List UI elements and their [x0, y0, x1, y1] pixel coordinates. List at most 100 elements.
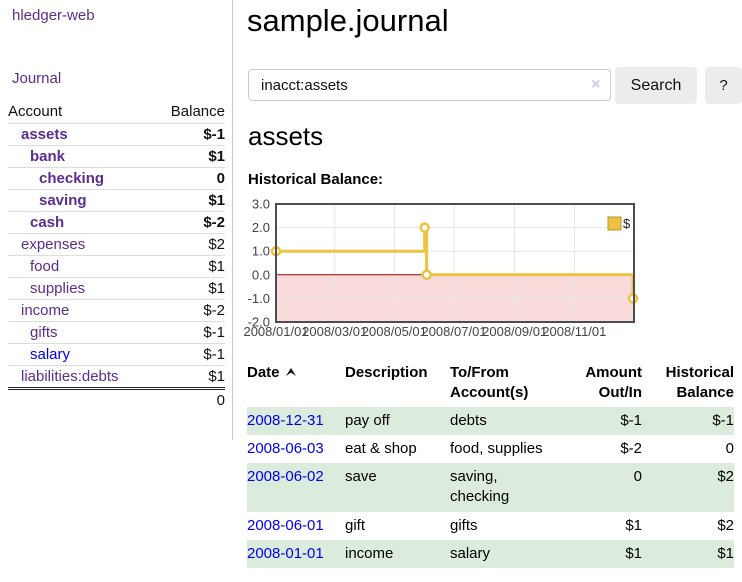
account-link[interactable]: supplies [30, 280, 86, 297]
x-tick-label: 2008/11/01 [542, 324, 606, 339]
register-accounts: saving, checking [450, 468, 510, 506]
register-description: pay off [345, 411, 390, 429]
search-button[interactable]: Search [615, 67, 697, 104]
account-balance: $-1 [153, 321, 225, 344]
help-button[interactable]: ? [705, 67, 742, 104]
register-header-row: Date Description To/From Account(s) Amou… [247, 360, 734, 407]
register-row: 2008-12-31 pay off debts $-1 $-1 [247, 406, 734, 435]
register-row: 2008-06-03 eat & shop food, supplies $-2 0 [247, 435, 734, 463]
sort-asc-icon [285, 368, 296, 376]
register-date-link[interactable]: 2008-06-02 [247, 468, 324, 485]
register-header-date[interactable]: Date [247, 360, 345, 407]
accounts-header-account: Account [8, 100, 154, 124]
register-balance: $2 [717, 468, 734, 485]
register-header-amount-line1: Amount [585, 364, 642, 381]
register-header-accounts-line1: To/From [450, 364, 509, 381]
register-description: income [345, 544, 394, 562]
sidebar: hledger-web Journal Account Balance asse… [0, 0, 233, 440]
account-balance: $-2 [153, 299, 225, 322]
register-balance: $-1 [712, 411, 734, 429]
x-tick-label: 2008/01/01 [244, 324, 309, 339]
register-accounts: gifts [450, 516, 478, 534]
account-link[interactable]: assets [21, 126, 68, 143]
register-description: eat & shop [345, 439, 417, 457]
register-accounts: debts [450, 411, 487, 429]
account-balance: $-1 [153, 343, 225, 366]
register-header-accounts: To/From Account(s) [450, 360, 570, 407]
account-balance: $-2 [153, 211, 225, 234]
register-row: 2008-01-01 income salary $1 $1 [247, 539, 734, 568]
register-header-balance-line2: Balance [676, 384, 734, 402]
account-row: gifts $-1 [8, 321, 225, 344]
legend-label: $ [623, 216, 631, 231]
sidebar-item-journal[interactable]: Journal [12, 70, 62, 87]
register-date-link[interactable]: 2008-06-01 [247, 516, 324, 534]
account-balance: 0 [153, 167, 225, 190]
accounts-total-spacer [8, 387, 154, 411]
search-form: × Search ? [247, 67, 742, 105]
account-balance: $1 [153, 277, 225, 300]
account-balance: $1 [153, 189, 225, 212]
register-accounts: food, supplies [450, 439, 543, 457]
register-amount: $1 [625, 544, 642, 562]
x-tick-label: 2008/07/01 [421, 324, 486, 339]
register-amount: $-1 [620, 411, 642, 429]
account-title: assets [248, 121, 324, 151]
y-tick-label: -1.0 [248, 291, 270, 306]
register-amount: 0 [633, 468, 642, 485]
register-amount: $1 [625, 516, 642, 534]
app-brand-link[interactable]: hledger-web [12, 7, 95, 24]
accounts-header-balance: Balance [153, 100, 225, 124]
search-input[interactable] [248, 69, 611, 101]
account-link[interactable]: salary [30, 346, 71, 363]
account-balance: $1 [153, 255, 225, 278]
accounts-total: 0 [153, 387, 225, 411]
accounts-table-body: assets $-1 bank $1 checking 0 saving $1 cash $-2 e… [8, 123, 225, 389]
account-row: saving $1 [8, 189, 225, 212]
accounts-table: Account Balance assets $-1 bank $1 checking 0… [8, 100, 225, 411]
account-row: assets $-1 [8, 123, 225, 146]
account-balance: $1 [153, 365, 225, 389]
x-tick-label: 2008/05/01 [362, 324, 427, 339]
x-tick-label: 2008/03/01 [302, 324, 367, 339]
main-content: sample.journal × Search ? assets Histori… [244, 0, 742, 582]
clear-search-icon[interactable]: × [591, 76, 601, 93]
account-link[interactable]: bank [30, 148, 66, 165]
register-date-link[interactable]: 2008-12-31 [247, 411, 324, 429]
register-row: 2008-06-01 gift gifts $1 $2 [247, 512, 734, 540]
account-row: liabilities:debts $1 [8, 365, 225, 389]
y-tick-label: 1.0 [252, 244, 270, 259]
account-balance: $1 [153, 145, 225, 168]
account-link[interactable]: income [21, 302, 70, 319]
account-balance: $-1 [153, 123, 225, 146]
register-balance: 0 [725, 439, 734, 457]
y-tick-label: 0.0 [252, 267, 270, 282]
account-link[interactable]: checking [39, 170, 105, 187]
accounts-header-row: Account Balance [8, 100, 225, 124]
register-amount: $-2 [620, 439, 642, 457]
register-header-description: Description [345, 364, 428, 381]
register-date-link[interactable]: 2008-06-03 [247, 439, 324, 457]
account-row: income $-2 [8, 299, 225, 322]
account-link[interactable]: food [30, 258, 60, 275]
account-row: food $1 [8, 255, 225, 278]
account-link[interactable]: liabilities:debts [21, 368, 119, 385]
account-row: bank $1 [8, 145, 225, 168]
account-link[interactable]: saving [39, 192, 87, 209]
y-tick-label: 2.0 [252, 220, 270, 235]
register-accounts: salary [450, 544, 491, 562]
register-description: save [345, 468, 377, 485]
account-row: supplies $1 [8, 277, 225, 300]
account-link[interactable]: cash [30, 214, 65, 231]
register-date-link[interactable]: 2008-01-01 [247, 544, 324, 562]
account-row: checking 0 [8, 167, 225, 190]
account-link[interactable]: expenses [21, 236, 86, 253]
x-tick-label: 2008/09/01 [482, 324, 547, 339]
account-link[interactable]: gifts [30, 324, 58, 341]
y-tick-label: 3.0 [252, 197, 270, 212]
account-row: salary $-1 [8, 343, 225, 366]
page-title: sample.journal [247, 3, 449, 38]
y-tick-label: -2.0 [248, 315, 270, 330]
register-header-date-label: Date [247, 364, 280, 381]
legend-swatch [607, 216, 622, 231]
